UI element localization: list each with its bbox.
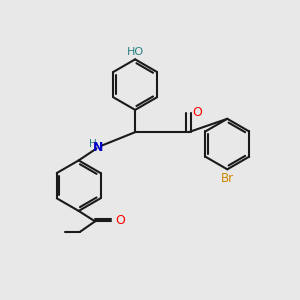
Text: HO: HO: [127, 47, 144, 57]
Text: H: H: [89, 139, 97, 149]
Text: Br: Br: [221, 172, 234, 185]
Text: O: O: [115, 214, 125, 227]
Text: N: N: [93, 140, 103, 154]
Text: O: O: [192, 106, 202, 119]
